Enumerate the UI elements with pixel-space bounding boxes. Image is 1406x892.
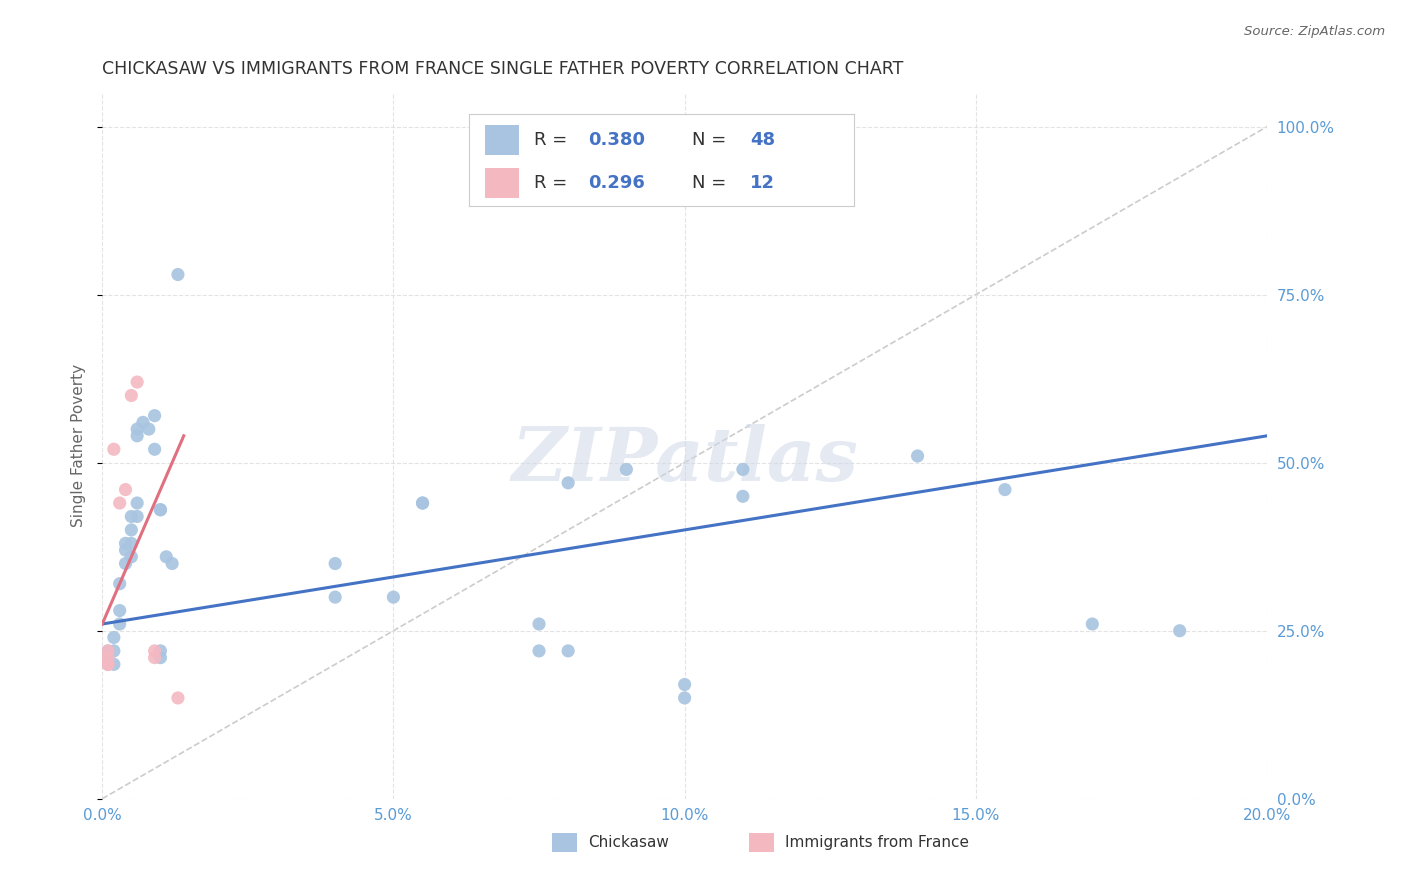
Point	[138, 422, 160, 436]
Point	[114, 483, 136, 497]
Point	[907, 449, 929, 463]
Point	[143, 650, 166, 665]
Point	[127, 496, 149, 510]
Point	[167, 690, 190, 705]
Point	[120, 388, 142, 402]
Point	[527, 617, 550, 632]
Point	[103, 644, 125, 658]
Point	[527, 644, 550, 658]
Point	[97, 644, 120, 658]
Point	[557, 475, 579, 490]
Point	[127, 422, 149, 436]
Point	[114, 557, 136, 571]
Point	[120, 509, 142, 524]
Y-axis label: Single Father Poverty: Single Father Poverty	[72, 364, 86, 527]
Point	[120, 536, 142, 550]
Point	[382, 590, 405, 604]
Point	[97, 644, 120, 658]
Point	[127, 509, 149, 524]
Text: ZIPatlas: ZIPatlas	[512, 424, 858, 496]
Text: Immigrants from France: Immigrants from France	[785, 835, 969, 850]
Point	[108, 576, 131, 591]
Point	[103, 631, 125, 645]
Point	[97, 657, 120, 672]
Point	[616, 462, 638, 476]
Point	[673, 677, 696, 691]
Text: CHICKASAW VS IMMIGRANTS FROM FRANCE SINGLE FATHER POVERTY CORRELATION CHART: CHICKASAW VS IMMIGRANTS FROM FRANCE SING…	[103, 60, 904, 78]
Point	[108, 496, 131, 510]
Text: Source: ZipAtlas.com: Source: ZipAtlas.com	[1244, 25, 1385, 38]
Point	[412, 496, 434, 510]
Point	[323, 590, 346, 604]
Point	[149, 502, 172, 516]
Point	[114, 543, 136, 558]
Point	[1168, 624, 1191, 638]
Text: Chickasaw: Chickasaw	[588, 835, 669, 850]
Point	[143, 442, 166, 457]
Point	[132, 416, 155, 430]
Point	[673, 690, 696, 705]
Point	[731, 462, 754, 476]
Point	[412, 496, 434, 510]
Point	[143, 644, 166, 658]
Point	[108, 617, 131, 632]
Point	[97, 650, 120, 665]
Point	[149, 650, 172, 665]
Point	[994, 483, 1017, 497]
Point	[103, 442, 125, 457]
Point	[97, 657, 120, 672]
Point	[167, 268, 190, 282]
Point	[127, 375, 149, 389]
Point	[114, 536, 136, 550]
Point	[557, 644, 579, 658]
Point	[155, 549, 177, 564]
Point	[97, 657, 120, 672]
Point	[108, 603, 131, 617]
Point	[103, 657, 125, 672]
Point	[160, 557, 183, 571]
Point	[120, 549, 142, 564]
Point	[97, 650, 120, 665]
Point	[143, 409, 166, 423]
Point	[127, 429, 149, 443]
Point	[731, 489, 754, 503]
Point	[120, 523, 142, 537]
Point	[323, 557, 346, 571]
Point	[1081, 617, 1104, 632]
Point	[149, 502, 172, 516]
Point	[149, 644, 172, 658]
